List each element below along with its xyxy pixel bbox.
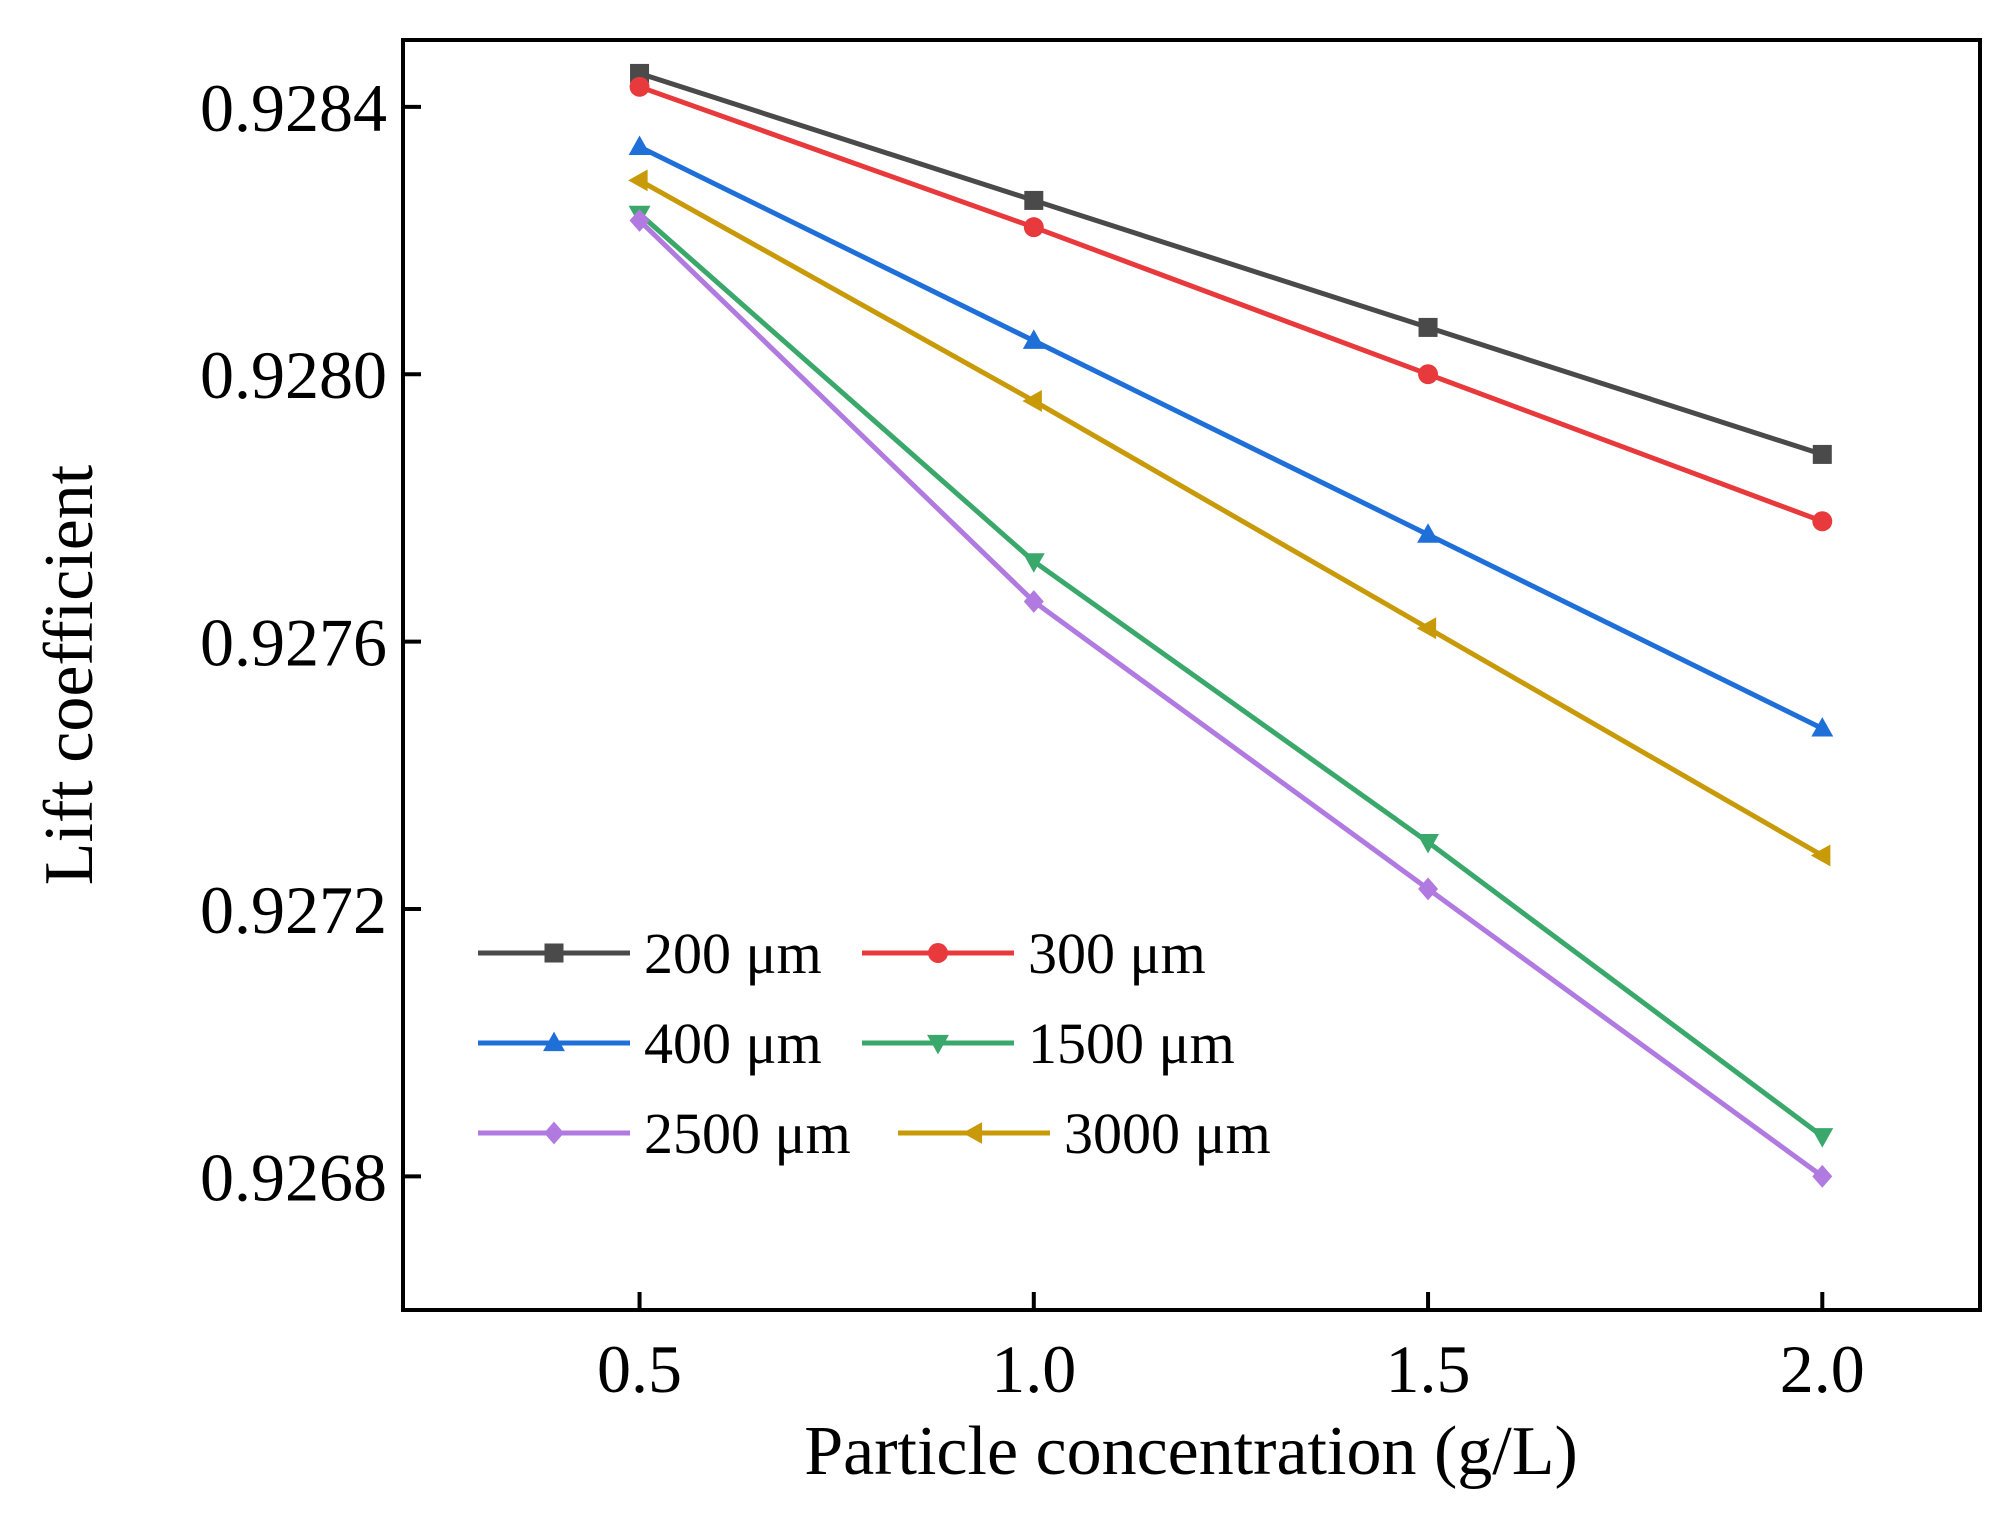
legend-item: 200 μm <box>478 921 822 986</box>
plot-frame <box>401 38 1982 1312</box>
y-tick-label: 0.9276 <box>200 605 387 681</box>
data-point <box>1023 590 1044 613</box>
x-tick-label: 0.5 <box>597 1331 682 1407</box>
data-point <box>1812 444 1832 464</box>
data-point <box>1416 617 1437 640</box>
data-point <box>1417 834 1439 854</box>
y-tick-label: 0.9272 <box>200 872 387 948</box>
y-axis-ticks: 0.9268 0.9272 0.9276 0.9280 0.9284 <box>200 70 421 1215</box>
data-point <box>1418 317 1438 337</box>
x-tick-label: 2.0 <box>1780 1331 1865 1407</box>
legend-label: 3000 μm <box>1064 1101 1271 1166</box>
y-tick-label: 0.9268 <box>200 1139 387 1215</box>
series-200-m <box>630 63 1832 464</box>
series-line <box>638 178 1824 858</box>
y-tick-label: 0.9284 <box>200 70 387 146</box>
data-point <box>1022 553 1045 573</box>
data-point <box>628 135 651 156</box>
series-3000-m <box>628 169 1831 867</box>
y-axis-title: Lift coefficient <box>31 464 108 885</box>
data-point <box>1811 717 1834 737</box>
data-point <box>1022 329 1045 349</box>
series-line <box>638 71 1824 457</box>
legend-marker <box>928 943 948 963</box>
x-axis-title: Particle concentration (g/L) <box>804 1413 1578 1490</box>
data-point <box>1812 1164 1833 1188</box>
x-axis-ticks: 0.5 1.0 1.5 2.0 <box>597 1292 1865 1407</box>
x-tick-label: 1.5 <box>1386 1331 1471 1407</box>
data-point <box>1417 523 1439 543</box>
series-400-m <box>628 135 1834 737</box>
legend-marker <box>927 1034 949 1055</box>
legend: 200 μm 300 μm 400 μm 1500 μm 2500 μm 3000 μm <box>478 921 1271 1166</box>
data-point <box>629 209 650 232</box>
data-point <box>1810 844 1831 867</box>
legend-marker <box>543 1031 565 1052</box>
data-point <box>628 169 648 192</box>
series-line <box>637 211 1824 1139</box>
series-line <box>637 218 1824 1179</box>
legend-label: 400 μm <box>644 1011 822 1076</box>
series-1500-m <box>628 205 1834 1148</box>
series-line <box>638 84 1824 524</box>
series-2500-m <box>629 209 1833 1188</box>
legend-item: 2500 μm <box>478 1101 851 1166</box>
legend-item: 3000 μm <box>898 1101 1271 1166</box>
data-point <box>1418 364 1439 385</box>
data-point <box>1022 390 1042 412</box>
legend-item: 300 μm <box>862 921 1206 986</box>
legend-item: 400 μm <box>478 1011 822 1076</box>
x-tick-label: 1.0 <box>991 1331 1076 1407</box>
data-point <box>1811 1128 1834 1148</box>
series-line <box>638 144 1824 731</box>
legend-label: 200 μm <box>644 921 822 986</box>
y-tick-label: 0.9280 <box>200 337 387 413</box>
legend-label: 300 μm <box>1028 921 1206 986</box>
data-point <box>1024 190 1044 210</box>
legend-marker <box>544 1121 564 1145</box>
legend-label: 1500 μm <box>1028 1011 1235 1076</box>
series-layer <box>628 63 1834 1188</box>
legend-item: 1500 μm <box>862 1011 1235 1076</box>
legend-marker <box>962 1122 983 1144</box>
data-point <box>1023 217 1044 238</box>
legend-marker <box>544 943 564 963</box>
data-point <box>629 76 650 97</box>
data-point <box>1418 877 1439 901</box>
data-point <box>1812 511 1833 532</box>
legend-label: 2500 μm <box>644 1101 851 1166</box>
series-300-m <box>629 76 1833 532</box>
